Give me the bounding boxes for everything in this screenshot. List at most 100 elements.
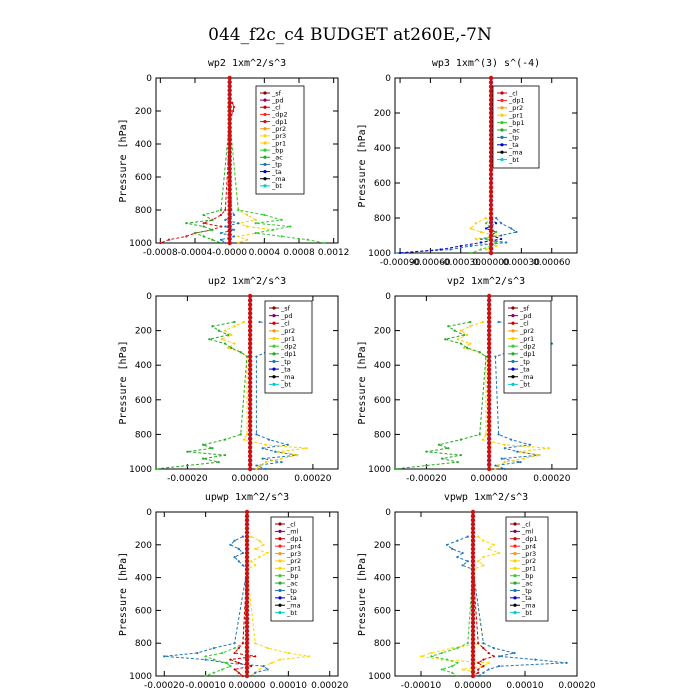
y-tick-label: 1000: [129, 239, 152, 249]
plot-frame: [155, 295, 339, 470]
series-point-dp1: [185, 235, 188, 238]
zero-profile-marker: [486, 445, 492, 450]
zero-profile-marker: [247, 453, 253, 459]
zero-profile-marker: [486, 319, 492, 325]
legend-swatch-marker: [278, 559, 282, 563]
x-tick-label: 0.0004: [249, 248, 281, 258]
series-point-dp1: [477, 668, 480, 671]
zero-profile-marker: [470, 559, 476, 564]
legend-box: [505, 516, 549, 622]
series-line-ac: [186, 102, 231, 244]
zero-profile-marker: [488, 193, 494, 199]
zero-profile-marker: [486, 414, 492, 420]
x-tick-label: 0.0008: [283, 248, 315, 258]
zero-profile-marker: [247, 371, 253, 377]
zero-profile-marker: [227, 92, 232, 97]
legend-swatch-marker: [511, 314, 515, 318]
series-point-dp1: [211, 325, 214, 328]
legend: _sf_pd_cl_pr2_pr1_dp2_dp1_tp_ta_ma_bt: [503, 300, 552, 394]
series-point-dp1: [241, 642, 244, 645]
zero-profile-marker: [247, 341, 253, 346]
zero-profile-marker: [488, 106, 494, 111]
series-point-tp: [477, 674, 480, 678]
legend-swatch-marker: [263, 91, 267, 95]
series-point-tp: [449, 248, 452, 251]
series-point-tp: [492, 647, 495, 650]
zero-profile-marker: [247, 367, 253, 372]
series-point-bp: [233, 647, 236, 650]
series-point-pr1: [487, 547, 490, 551]
legend-swatch-marker: [272, 382, 276, 386]
zero-profile-marker: [488, 119, 494, 124]
series-point-pr1: [495, 234, 498, 237]
series-point-ta: [398, 251, 402, 255]
legend-entry-label: _pr1: [271, 139, 286, 147]
zero-profile-marker: [488, 158, 494, 164]
legend-entry-label: _pr2: [271, 125, 286, 133]
zero-profile-marker: [247, 423, 253, 428]
zero-profile-marker: [244, 612, 250, 617]
zero-profile-marker: [244, 534, 250, 539]
zero-profile-marker: [470, 550, 476, 556]
series-line-pr1: [420, 536, 501, 677]
legend-swatch-marker: [263, 162, 267, 167]
legend-entry-label: _pr2: [521, 557, 536, 565]
legend-swatch-marker: [272, 352, 276, 356]
zero-profile-marker: [488, 220, 494, 225]
x-tick-label: -0.00020: [167, 474, 208, 484]
series-point-bp: [430, 655, 433, 658]
series-point-bp: [456, 647, 459, 650]
series-point-tp: [393, 251, 397, 255]
zero-profile-marker: [244, 559, 250, 564]
y-tick-label: 1000: [368, 672, 391, 682]
zero-profile-marker: [247, 358, 253, 364]
legend-swatch-marker: [278, 522, 282, 526]
series-point-pr1: [254, 218, 257, 221]
series-point-pr1: [522, 457, 525, 460]
y-tick-label: 0: [146, 508, 152, 518]
series-point-tp: [461, 551, 464, 555]
zero-profile-marker: [486, 341, 492, 346]
zero-profile-marker: [227, 220, 232, 225]
series-point-ac: [202, 225, 205, 228]
series-point-tp: [495, 216, 498, 220]
legend-swatch-marker: [272, 329, 276, 333]
series-point-pr1: [264, 443, 267, 446]
y-tick-label: 800: [135, 430, 152, 440]
x-tick-label: -0.0008: [143, 248, 178, 258]
series-point-dp1: [223, 454, 227, 457]
series-point-tp: [503, 447, 506, 450]
legend-entry-label: _dp1: [521, 535, 538, 543]
series-point-tp: [456, 539, 459, 542]
series-point-tp: [196, 651, 199, 655]
zero-profile-marker: [247, 445, 253, 450]
series-point-dp1: [459, 454, 462, 457]
series-point-dp1: [219, 213, 223, 217]
series-point-pr1: [469, 325, 472, 328]
series-point-dp1: [233, 320, 236, 324]
legend-entry-label: _ma: [521, 602, 536, 610]
zero-profile-marker: [488, 110, 494, 116]
zero-profile-marker: [488, 102, 494, 107]
series-point-dp1: [250, 665, 253, 668]
y-tick-label: 600: [135, 606, 152, 616]
series-point-pr1: [482, 539, 485, 542]
legend-entry-label: _ml: [521, 528, 534, 536]
zero-profile-marker: [247, 419, 253, 424]
series-point-pr1: [270, 661, 273, 664]
zero-profile-marker: [247, 328, 253, 333]
x-tick-label: -0.0000: [212, 248, 247, 258]
legend-swatch-marker: [263, 105, 267, 109]
zero-profile-marker: [470, 534, 476, 539]
zero-profile-marker: [227, 162, 232, 167]
legend-entry-label: _pr4: [286, 542, 301, 550]
series-point-bp: [323, 241, 327, 245]
legend-entry-label: _ma: [519, 373, 534, 381]
legend-swatch-marker: [263, 127, 267, 131]
x-tick-label: 0.00000: [232, 474, 269, 484]
zero-profile-marker: [227, 117, 232, 122]
zero-profile-marker: [486, 440, 492, 446]
legend-entry-label: _ml: [286, 528, 299, 536]
zero-profile-marker: [488, 176, 494, 181]
